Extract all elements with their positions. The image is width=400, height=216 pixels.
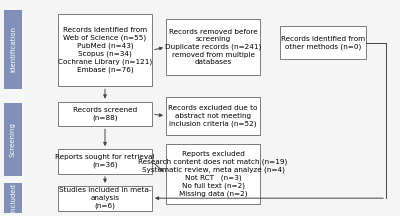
FancyBboxPatch shape: [280, 26, 366, 59]
FancyBboxPatch shape: [58, 14, 152, 86]
Text: Reports excluded
Research content does not match (n=19)
Systematic review, meta : Reports excluded Research content does n…: [138, 151, 288, 197]
Text: Records removed before
screening
Duplicate records (n=241)
removed from multiple: Records removed before screening Duplica…: [165, 29, 261, 65]
Text: Records screened
(n=88): Records screened (n=88): [73, 107, 137, 121]
Text: Screening: Screening: [10, 122, 16, 157]
FancyBboxPatch shape: [4, 10, 22, 89]
Text: Records identified from
other methods (n=0): Records identified from other methods (n…: [281, 36, 365, 50]
Text: Records identified from
Web of Science (n=55)
PubMed (n=43)
Scopus (n=34)
Cochra: Records identified from Web of Science (…: [58, 27, 152, 73]
FancyBboxPatch shape: [4, 183, 22, 213]
FancyBboxPatch shape: [58, 149, 152, 174]
FancyBboxPatch shape: [58, 102, 152, 126]
FancyBboxPatch shape: [166, 144, 260, 204]
FancyBboxPatch shape: [166, 19, 260, 75]
Text: Records excluded due to
abstract not meeting
inclusion criteria (n=52): Records excluded due to abstract not mee…: [168, 105, 258, 127]
Text: Included: Included: [10, 183, 16, 213]
Text: Studies included in meta-
analysis
(n=6): Studies included in meta- analysis (n=6): [59, 187, 151, 209]
FancyBboxPatch shape: [58, 186, 152, 211]
Text: Reports sought for retrieval
(n=36): Reports sought for retrieval (n=36): [55, 154, 155, 168]
Text: Identification: Identification: [10, 26, 16, 72]
FancyBboxPatch shape: [4, 103, 22, 176]
FancyBboxPatch shape: [166, 97, 260, 135]
